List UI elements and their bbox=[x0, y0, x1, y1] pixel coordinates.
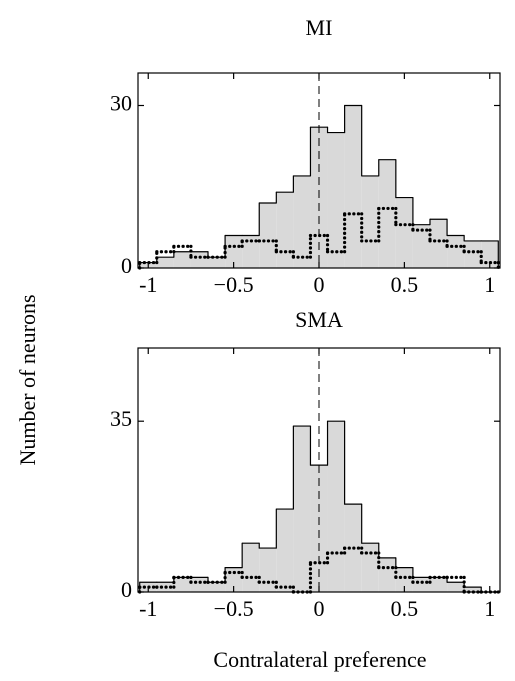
histogram-bar bbox=[447, 235, 465, 268]
histogram-bar bbox=[327, 132, 345, 268]
histogram-bar bbox=[378, 557, 396, 592]
x-tick-label: 1 bbox=[484, 596, 495, 621]
histogram-bar bbox=[259, 548, 277, 592]
histogram-bar bbox=[310, 465, 328, 592]
histogram-bar bbox=[327, 421, 345, 592]
chart-title: MI bbox=[306, 15, 333, 40]
y-tick-label: 30 bbox=[110, 91, 132, 116]
histogram-bar bbox=[276, 509, 294, 592]
histogram-bar bbox=[344, 105, 362, 268]
histogram-bar bbox=[378, 159, 396, 268]
x-tick-label: −0.5 bbox=[214, 272, 254, 297]
y-tick-label: 35 bbox=[110, 406, 132, 431]
histogram-bar bbox=[156, 257, 174, 268]
histogram-bar bbox=[395, 197, 413, 268]
histogram-bar bbox=[173, 251, 191, 268]
histogram-bar bbox=[361, 175, 379, 268]
histogram-bar bbox=[361, 543, 379, 592]
y-tick-label: 0 bbox=[121, 253, 132, 278]
x-tick-label: 0 bbox=[314, 596, 325, 621]
histogram-bar bbox=[190, 251, 209, 268]
histogram-bar bbox=[208, 257, 226, 268]
histogram-bar bbox=[276, 192, 294, 268]
histogram-bar bbox=[293, 175, 311, 268]
histogram-bar bbox=[429, 219, 448, 268]
histogram-bar bbox=[395, 567, 413, 592]
y-axis-label: Number of neurons bbox=[15, 294, 40, 465]
histogram-bar bbox=[225, 235, 243, 268]
histogram-bar bbox=[208, 582, 226, 592]
x-tick-label: −0.5 bbox=[214, 596, 254, 621]
x-tick-label: 0 bbox=[314, 272, 325, 297]
histogram-bar bbox=[293, 426, 311, 592]
x-axis-label: Contralateral preference bbox=[213, 647, 426, 672]
histogram-bar bbox=[447, 582, 465, 592]
histogram-bar bbox=[242, 543, 260, 592]
x-tick-label: -1 bbox=[139, 272, 157, 297]
x-tick-label: 0.5 bbox=[391, 272, 419, 297]
chart-title: SMA bbox=[295, 307, 343, 332]
histogram-bar bbox=[412, 577, 430, 592]
x-tick-label: 0.5 bbox=[391, 596, 419, 621]
histogram-bar bbox=[242, 235, 260, 268]
histogram-bar bbox=[464, 587, 482, 592]
x-tick-label: 1 bbox=[484, 272, 495, 297]
x-tick-label: -1 bbox=[139, 596, 157, 621]
y-tick-label: 0 bbox=[121, 577, 132, 602]
histogram-bar bbox=[259, 203, 277, 268]
histogram-bar bbox=[464, 240, 482, 268]
histogram-bar bbox=[190, 577, 209, 592]
histogram-bar bbox=[429, 577, 448, 592]
histogram-bar bbox=[412, 224, 430, 268]
histogram-bar bbox=[173, 577, 191, 592]
